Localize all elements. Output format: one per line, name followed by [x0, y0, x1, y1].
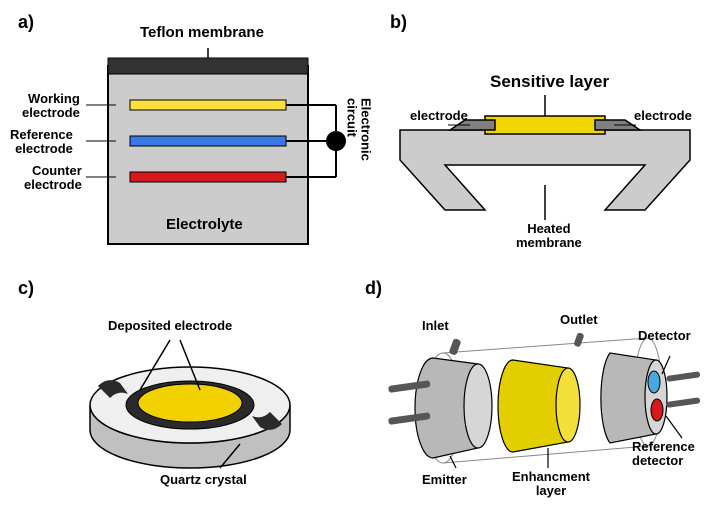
emitter-label: Emitter — [422, 472, 467, 487]
quartz-label: Quartz crystal — [160, 472, 247, 487]
working-leader — [86, 100, 116, 110]
counter-label: Counter electrode — [24, 164, 82, 193]
working-text: Working electrode — [22, 91, 80, 120]
heated-label: Heated membrane — [516, 222, 582, 251]
panel-d-label: d) — [365, 278, 382, 299]
elec-r-leader — [608, 120, 638, 130]
electrolyte-label: Electrolyte — [166, 216, 243, 233]
panel-a-label: a) — [18, 12, 34, 33]
sensitive-label: Sensitive layer — [490, 72, 609, 92]
teflon-label: Teflon membrane — [140, 24, 264, 41]
heated-text: Heated membrane — [516, 221, 582, 250]
working-label: Working electrode — [22, 92, 80, 121]
deposited-label: Deposited electrode — [108, 318, 232, 333]
reference-leader — [86, 136, 116, 146]
reference-label: Reference electrode — [10, 128, 73, 157]
counter-text: Counter electrode — [24, 163, 82, 192]
circuit-label: Electronic circuit — [344, 98, 373, 161]
refdet-text: Reference detector — [632, 439, 695, 468]
refdet-label: Reference detector — [632, 440, 695, 469]
elec-l-leader — [448, 120, 478, 130]
panel-b-label: b) — [390, 12, 407, 33]
detector-label: Detector — [638, 328, 691, 343]
reference-text: Reference electrode — [10, 127, 73, 156]
outlet-label: Outlet — [560, 312, 598, 327]
counter-leader — [86, 172, 116, 182]
enhance-text: Enhancment layer — [512, 469, 590, 498]
inlet-label: Inlet — [422, 318, 449, 333]
electrode-r-label: electrode — [634, 108, 692, 123]
circuit-text: Electronic circuit — [344, 98, 373, 161]
panel-c-label: c) — [18, 278, 34, 299]
enhance-label: Enhancment layer — [512, 470, 590, 499]
